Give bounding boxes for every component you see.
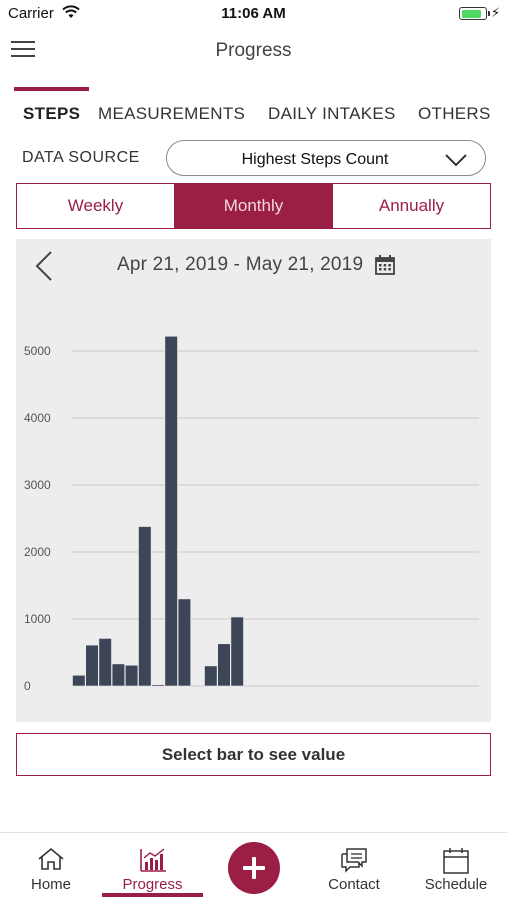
y-tick-label: 2000 <box>24 545 51 559</box>
nav-schedule-label: Schedule <box>424 876 488 893</box>
chevron-left-icon[interactable] <box>34 251 54 281</box>
chart-bar[interactable] <box>138 526 152 687</box>
calendar-icon[interactable] <box>374 254 396 276</box>
active-nav-indicator <box>102 893 203 897</box>
nav-contact[interactable]: Contact <box>305 833 403 900</box>
home-icon <box>38 847 64 870</box>
nav-contact-label: Contact <box>328 876 380 893</box>
chart-bar[interactable] <box>111 663 125 687</box>
data-source-label: DATA SOURCE <box>22 149 140 166</box>
status-bar: Carrier 11:06 AM ⚡ <box>0 0 507 28</box>
chart-bar[interactable] <box>98 638 112 687</box>
steps-bar-chart: 0 1000 2000 3000 4000 5000 <box>24 335 479 693</box>
nav-progress-label: Progress <box>122 876 183 893</box>
status-time: 11:06 AM <box>221 5 286 22</box>
period-weekly-button[interactable]: Weekly <box>67 196 124 215</box>
y-tick-label: 0 <box>24 679 31 693</box>
battery-icon <box>459 7 490 20</box>
page-title: Progress <box>215 40 292 61</box>
y-tick-label: 4000 <box>24 411 51 425</box>
battery-fill <box>461 9 482 18</box>
nav-home-label: Home <box>30 876 71 893</box>
selected-bar-value-box: Select bar to see value <box>16 733 491 776</box>
period-monthly-button[interactable]: Monthly <box>174 184 332 228</box>
chart-bar[interactable] <box>151 684 165 687</box>
calendar-icon <box>443 848 469 874</box>
date-range-label: Apr 21, 2019 - May 21, 2019 <box>117 254 364 275</box>
y-tick-label: 1000 <box>24 612 51 626</box>
tab-daily-intakes[interactable]: DAILY INTAKES <box>268 104 396 123</box>
chart-bar[interactable] <box>177 598 192 687</box>
nav-progress[interactable]: Progress <box>102 833 203 900</box>
y-tick-label: 5000 <box>24 344 51 358</box>
chart-bar[interactable] <box>230 616 244 687</box>
wifi-icon <box>62 5 80 18</box>
chart-bar[interactable] <box>85 644 99 687</box>
data-source-dropdown[interactable]: Highest Steps Count <box>166 140 486 176</box>
chart-bar[interactable] <box>164 335 178 687</box>
tab-others[interactable]: OTHERS <box>418 104 491 123</box>
period-selector: Weekly Monthly Annually <box>16 183 491 229</box>
chart-panel: 0 1000 2000 3000 4000 5000 Apr 21, 2019 - May… <box>16 239 491 722</box>
app-header: Progress <box>0 28 507 78</box>
add-plus-button[interactable] <box>228 842 280 894</box>
y-tick-label: 3000 <box>24 478 51 492</box>
chart-bar[interactable] <box>204 665 218 687</box>
nav-schedule[interactable]: Schedule <box>406 833 506 900</box>
data-source-value: Highest Steps Count <box>241 151 389 168</box>
active-tab-indicator <box>14 87 89 91</box>
bar-chart-icon <box>139 848 166 872</box>
carrier-label: Carrier <box>8 5 54 22</box>
tab-steps[interactable]: STEPS <box>23 104 81 123</box>
period-annually-button[interactable]: Annually <box>332 184 490 228</box>
chart-bar[interactable] <box>125 664 139 687</box>
hamburger-menu-icon[interactable] <box>11 41 35 59</box>
chart-bar[interactable] <box>217 643 231 687</box>
chat-icon <box>341 848 367 873</box>
nav-home[interactable]: Home <box>2 833 100 900</box>
battery-cap <box>488 11 490 16</box>
category-tabs: STEPS MEASUREMENTS DAILY INTAKES OTHERS <box>0 104 507 130</box>
chevron-down-icon <box>445 154 467 167</box>
tab-measurements[interactable]: MEASUREMENTS <box>98 104 246 123</box>
charging-icon: ⚡ <box>491 5 501 20</box>
chart-bar[interactable] <box>72 674 86 687</box>
